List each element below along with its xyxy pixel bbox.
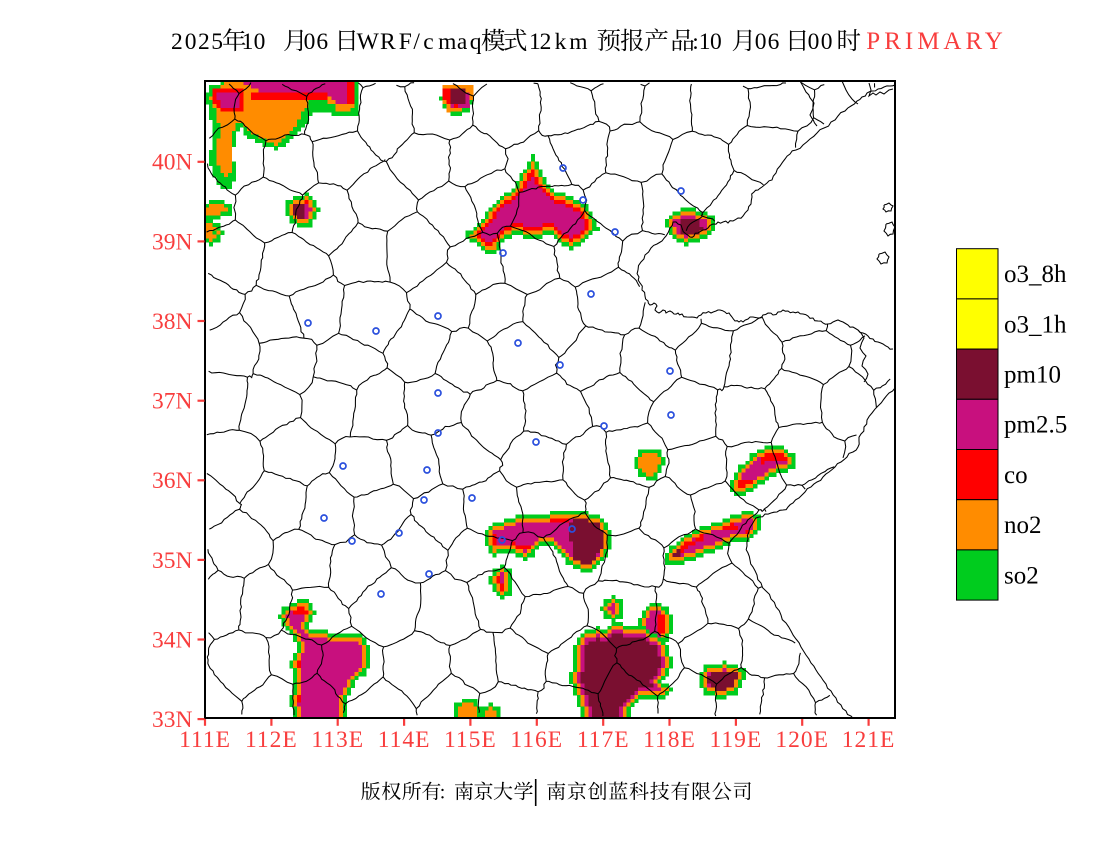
svg-text:39N: 39N xyxy=(152,229,193,255)
svg-text:pm10: pm10 xyxy=(1004,362,1061,389)
svg-text:F: F xyxy=(399,29,412,55)
svg-text:36N: 36N xyxy=(152,468,193,494)
svg-text:120E: 120E xyxy=(775,727,829,753)
svg-text:0: 0 xyxy=(254,29,266,55)
svg-text:c: c xyxy=(423,29,433,55)
svg-text:so2: so2 xyxy=(1004,562,1039,589)
svg-text::: : xyxy=(440,782,446,804)
svg-text:0: 0 xyxy=(821,29,833,55)
svg-text:2: 2 xyxy=(540,29,552,55)
svg-text::: : xyxy=(692,29,699,55)
svg-text:a: a xyxy=(457,29,468,55)
svg-text:112E: 112E xyxy=(245,727,298,753)
svg-text:114E: 114E xyxy=(378,727,431,753)
svg-text:119E: 119E xyxy=(710,727,763,753)
svg-text:/: / xyxy=(413,29,420,55)
svg-text:0: 0 xyxy=(185,29,197,55)
svg-text:R: R xyxy=(380,29,396,55)
svg-text:q: q xyxy=(470,29,482,55)
svg-text:1: 1 xyxy=(529,29,541,55)
svg-text:o3_8h: o3_8h xyxy=(1004,261,1067,288)
svg-text:40N: 40N xyxy=(152,150,193,176)
svg-text:no2: no2 xyxy=(1004,512,1042,539)
svg-text:6: 6 xyxy=(316,29,328,55)
svg-text:0: 0 xyxy=(710,29,722,55)
svg-text:5: 5 xyxy=(211,29,223,55)
svg-text:0: 0 xyxy=(304,29,316,55)
svg-text:37N: 37N xyxy=(152,389,193,415)
svg-text:116E: 116E xyxy=(510,727,563,753)
svg-text:117E: 117E xyxy=(577,727,630,753)
svg-text:o3_1h: o3_1h xyxy=(1004,311,1067,338)
svg-text:1: 1 xyxy=(699,29,711,55)
svg-text:33N: 33N xyxy=(152,707,193,733)
svg-text:m: m xyxy=(438,29,456,55)
svg-text:0: 0 xyxy=(755,29,767,55)
svg-text:W: W xyxy=(357,29,380,55)
svg-text:co: co xyxy=(1004,462,1028,489)
svg-text:38N: 38N xyxy=(152,309,193,335)
svg-text:34N: 34N xyxy=(152,627,193,653)
svg-text:121E: 121E xyxy=(842,727,896,753)
svg-text:m: m xyxy=(569,29,587,55)
svg-text:113E: 113E xyxy=(311,727,364,753)
svg-text:2: 2 xyxy=(171,29,183,55)
svg-text:1: 1 xyxy=(242,29,254,55)
svg-text:PRIMARY: PRIMARY xyxy=(866,28,1007,55)
svg-text:6: 6 xyxy=(768,29,780,55)
svg-text:111E: 111E xyxy=(179,727,231,753)
svg-text:118E: 118E xyxy=(643,727,696,753)
svg-text:pm2.5: pm2.5 xyxy=(1004,412,1067,439)
svg-text:2: 2 xyxy=(198,29,210,55)
svg-text:k: k xyxy=(555,29,567,55)
svg-text:115E: 115E xyxy=(444,727,497,753)
svg-text:0: 0 xyxy=(808,29,820,55)
svg-text:35N: 35N xyxy=(152,548,193,574)
